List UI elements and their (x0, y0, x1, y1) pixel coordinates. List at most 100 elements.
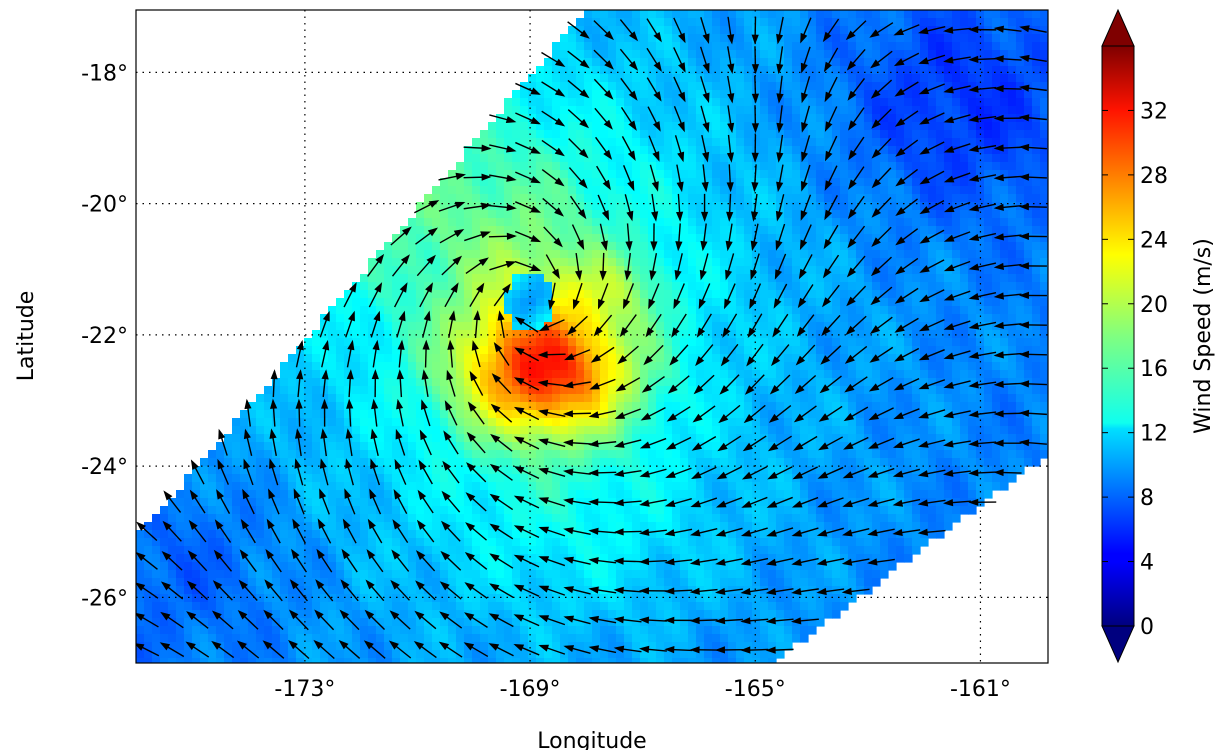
speed-cell (552, 402, 561, 411)
speed-cell (336, 370, 345, 379)
speed-cell (488, 154, 497, 163)
speed-cell (784, 474, 793, 483)
speed-cell (632, 82, 641, 91)
speed-cell (696, 114, 705, 123)
speed-cell (432, 290, 441, 299)
speed-cell (960, 402, 969, 411)
speed-cell (1024, 418, 1033, 427)
speed-cell (712, 242, 721, 251)
speed-cell (968, 242, 977, 251)
speed-cell (536, 66, 545, 75)
speed-cell (504, 354, 513, 363)
speed-cell (768, 466, 777, 475)
speed-cell (600, 18, 609, 27)
speed-cell (824, 202, 833, 211)
speed-cell (832, 130, 841, 139)
speed-cell (264, 426, 273, 435)
speed-cell (576, 106, 585, 115)
speed-cell (504, 290, 513, 299)
speed-cell (704, 170, 713, 179)
speed-cell (584, 138, 593, 147)
speed-cell (984, 258, 993, 267)
speed-cell (768, 426, 777, 435)
speed-cell (696, 362, 705, 371)
speed-cell (856, 130, 865, 139)
speed-cell (624, 458, 633, 467)
speed-cell (728, 434, 737, 443)
speed-cell (864, 122, 873, 131)
speed-cell (824, 306, 833, 315)
speed-cell (768, 130, 777, 139)
speed-cell (912, 434, 921, 443)
speed-cell (464, 458, 473, 467)
speed-cell (880, 322, 889, 331)
speed-cell (848, 194, 857, 203)
speed-cell (680, 26, 689, 35)
speed-cell (704, 130, 713, 139)
speed-cell (392, 250, 401, 259)
speed-cell (712, 202, 721, 211)
speed-cell (680, 298, 689, 307)
speed-cell (760, 50, 769, 59)
speed-cell (752, 50, 761, 59)
speed-cell (416, 290, 425, 299)
speed-cell (1008, 82, 1017, 91)
speed-cell (792, 98, 801, 107)
speed-cell (912, 354, 921, 363)
speed-cell (800, 418, 809, 427)
speed-cell (560, 98, 569, 107)
speed-cell (240, 426, 249, 435)
speed-cell (816, 34, 825, 43)
speed-cell (736, 354, 745, 363)
speed-cell (360, 314, 369, 323)
speed-cell (984, 74, 993, 83)
speed-cell (408, 298, 417, 307)
speed-cell (616, 266, 625, 275)
speed-cell (960, 42, 969, 51)
speed-cell (448, 170, 457, 179)
speed-cell (816, 466, 825, 475)
speed-cell (928, 338, 937, 347)
speed-cell (632, 458, 641, 467)
speed-cell (800, 338, 809, 347)
speed-cell (376, 314, 385, 323)
speed-cell (1040, 186, 1048, 195)
speed-cell (928, 266, 937, 275)
speed-cell (520, 346, 529, 355)
speed-cell (752, 346, 761, 355)
speed-cell (992, 274, 1001, 283)
speed-cell (768, 58, 777, 67)
speed-cell (1000, 386, 1009, 395)
speed-cell (1024, 210, 1033, 219)
speed-cell (504, 194, 513, 203)
speed-cell (440, 218, 449, 227)
speed-cell (1016, 226, 1025, 235)
speed-cell (1008, 426, 1017, 435)
speed-cell (624, 146, 633, 155)
speed-cell (520, 298, 529, 307)
speed-cell (968, 274, 977, 283)
speed-cell (608, 82, 617, 91)
speed-cell (760, 18, 769, 27)
speed-cell (928, 162, 937, 171)
speed-cell (416, 306, 425, 315)
speed-cell (448, 338, 457, 347)
speed-cell (880, 346, 889, 355)
speed-cell (840, 442, 849, 451)
speed-cell (440, 202, 449, 211)
speed-cell (520, 146, 529, 155)
speed-cell (800, 330, 809, 339)
speed-cell (832, 114, 841, 123)
speed-cell (656, 290, 665, 299)
speed-cell (968, 122, 977, 131)
speed-cell (920, 426, 929, 435)
speed-cell (736, 394, 745, 403)
speed-cell (584, 18, 593, 27)
speed-cell (224, 450, 233, 459)
speed-cell (1040, 10, 1048, 19)
speed-cell (816, 410, 825, 419)
speed-cell (472, 170, 481, 179)
speed-cell (1000, 130, 1009, 139)
speed-cell (528, 186, 537, 195)
speed-cell (776, 346, 785, 355)
